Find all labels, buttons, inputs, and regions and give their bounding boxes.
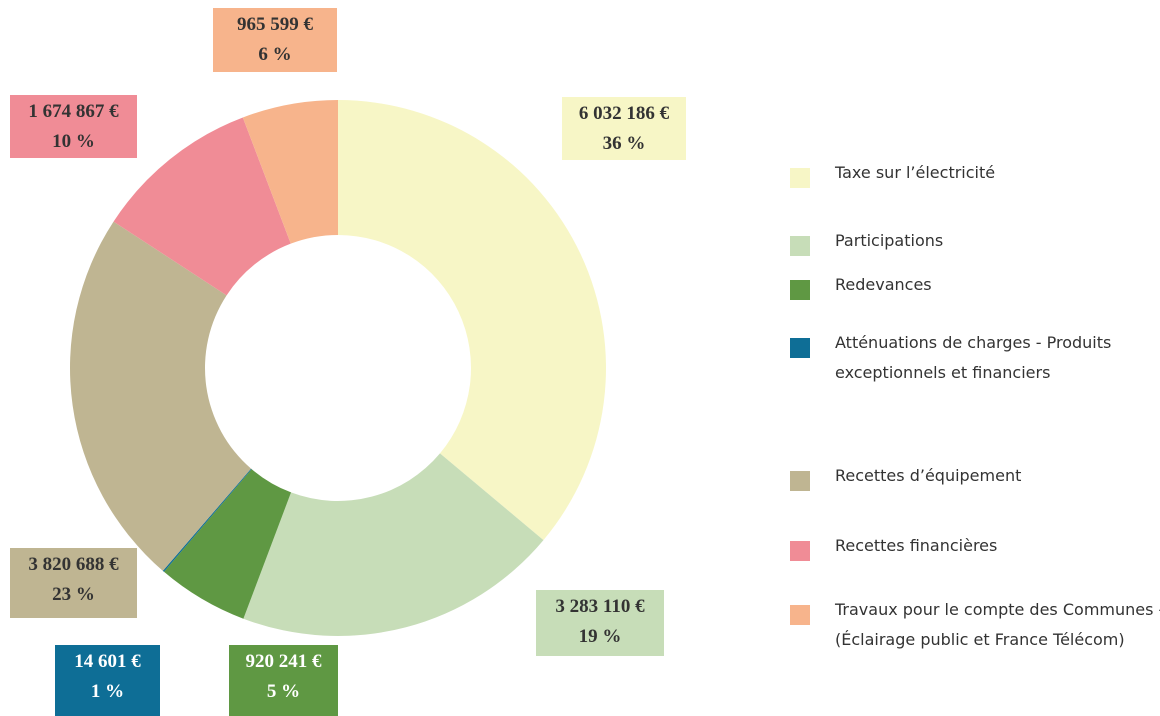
percent-label: 23 %: [52, 584, 95, 605]
data-label-box: 14 601 € 1 %: [55, 645, 160, 716]
data-label-box: 3 820 688 € 23 %: [10, 548, 137, 618]
donut-slice: [243, 453, 544, 636]
value-label: 965 599 €: [237, 14, 313, 35]
donut-slice: [162, 468, 252, 572]
donut-slice: [163, 469, 292, 619]
legend-swatch: [790, 280, 810, 300]
value-label: 1 674 867 €: [28, 101, 119, 122]
data-label-box: 6 032 186 € 36 %: [562, 97, 686, 160]
legend-swatch: [790, 541, 810, 561]
legend-swatch: [790, 236, 810, 256]
data-label-box: 920 241 € 5 %: [229, 645, 338, 716]
value-label: 920 241 €: [245, 651, 322, 672]
legend-label: Participations: [835, 231, 944, 250]
value-label: 3 820 688 €: [28, 554, 119, 575]
value-label: 6 032 186 €: [578, 103, 670, 124]
percent-label: 5 %: [266, 681, 301, 702]
data-label-box: 3 283 110 € 19 %: [536, 590, 664, 656]
donut-slice: [113, 117, 291, 296]
percent-label: 19 %: [578, 626, 622, 647]
legend-label: Redevances: [835, 275, 932, 294]
percent-label: 6 %: [258, 44, 292, 65]
percent-label: 1 %: [90, 681, 125, 702]
percent-label: 36 %: [602, 133, 646, 154]
legend-swatch: [790, 605, 810, 625]
donut-slice: [242, 100, 338, 244]
data-label-box: 1 674 867 € 10 %: [10, 95, 137, 158]
percent-label: 10 %: [52, 131, 95, 152]
data-label-box: 965 599 € 6 %: [213, 8, 337, 72]
value-label: 3 283 110 €: [555, 596, 645, 617]
donut-slice: [69, 221, 252, 571]
legend-label: Recettes d’équipement: [835, 466, 1022, 485]
legend-label: Atténuations de charges - Produits excep…: [835, 333, 1112, 382]
legend-swatch: [790, 168, 810, 188]
legend-swatch: [790, 471, 810, 491]
donut-slice: [338, 100, 606, 541]
legend-label: Taxe sur l’électricité: [835, 163, 996, 182]
legend-label: Travaux pour le compte des Communes - (É…: [835, 600, 1160, 649]
value-label: 14 601 €: [74, 651, 141, 672]
legend-swatch: [790, 338, 810, 358]
legend-label: Recettes financières: [835, 536, 998, 555]
